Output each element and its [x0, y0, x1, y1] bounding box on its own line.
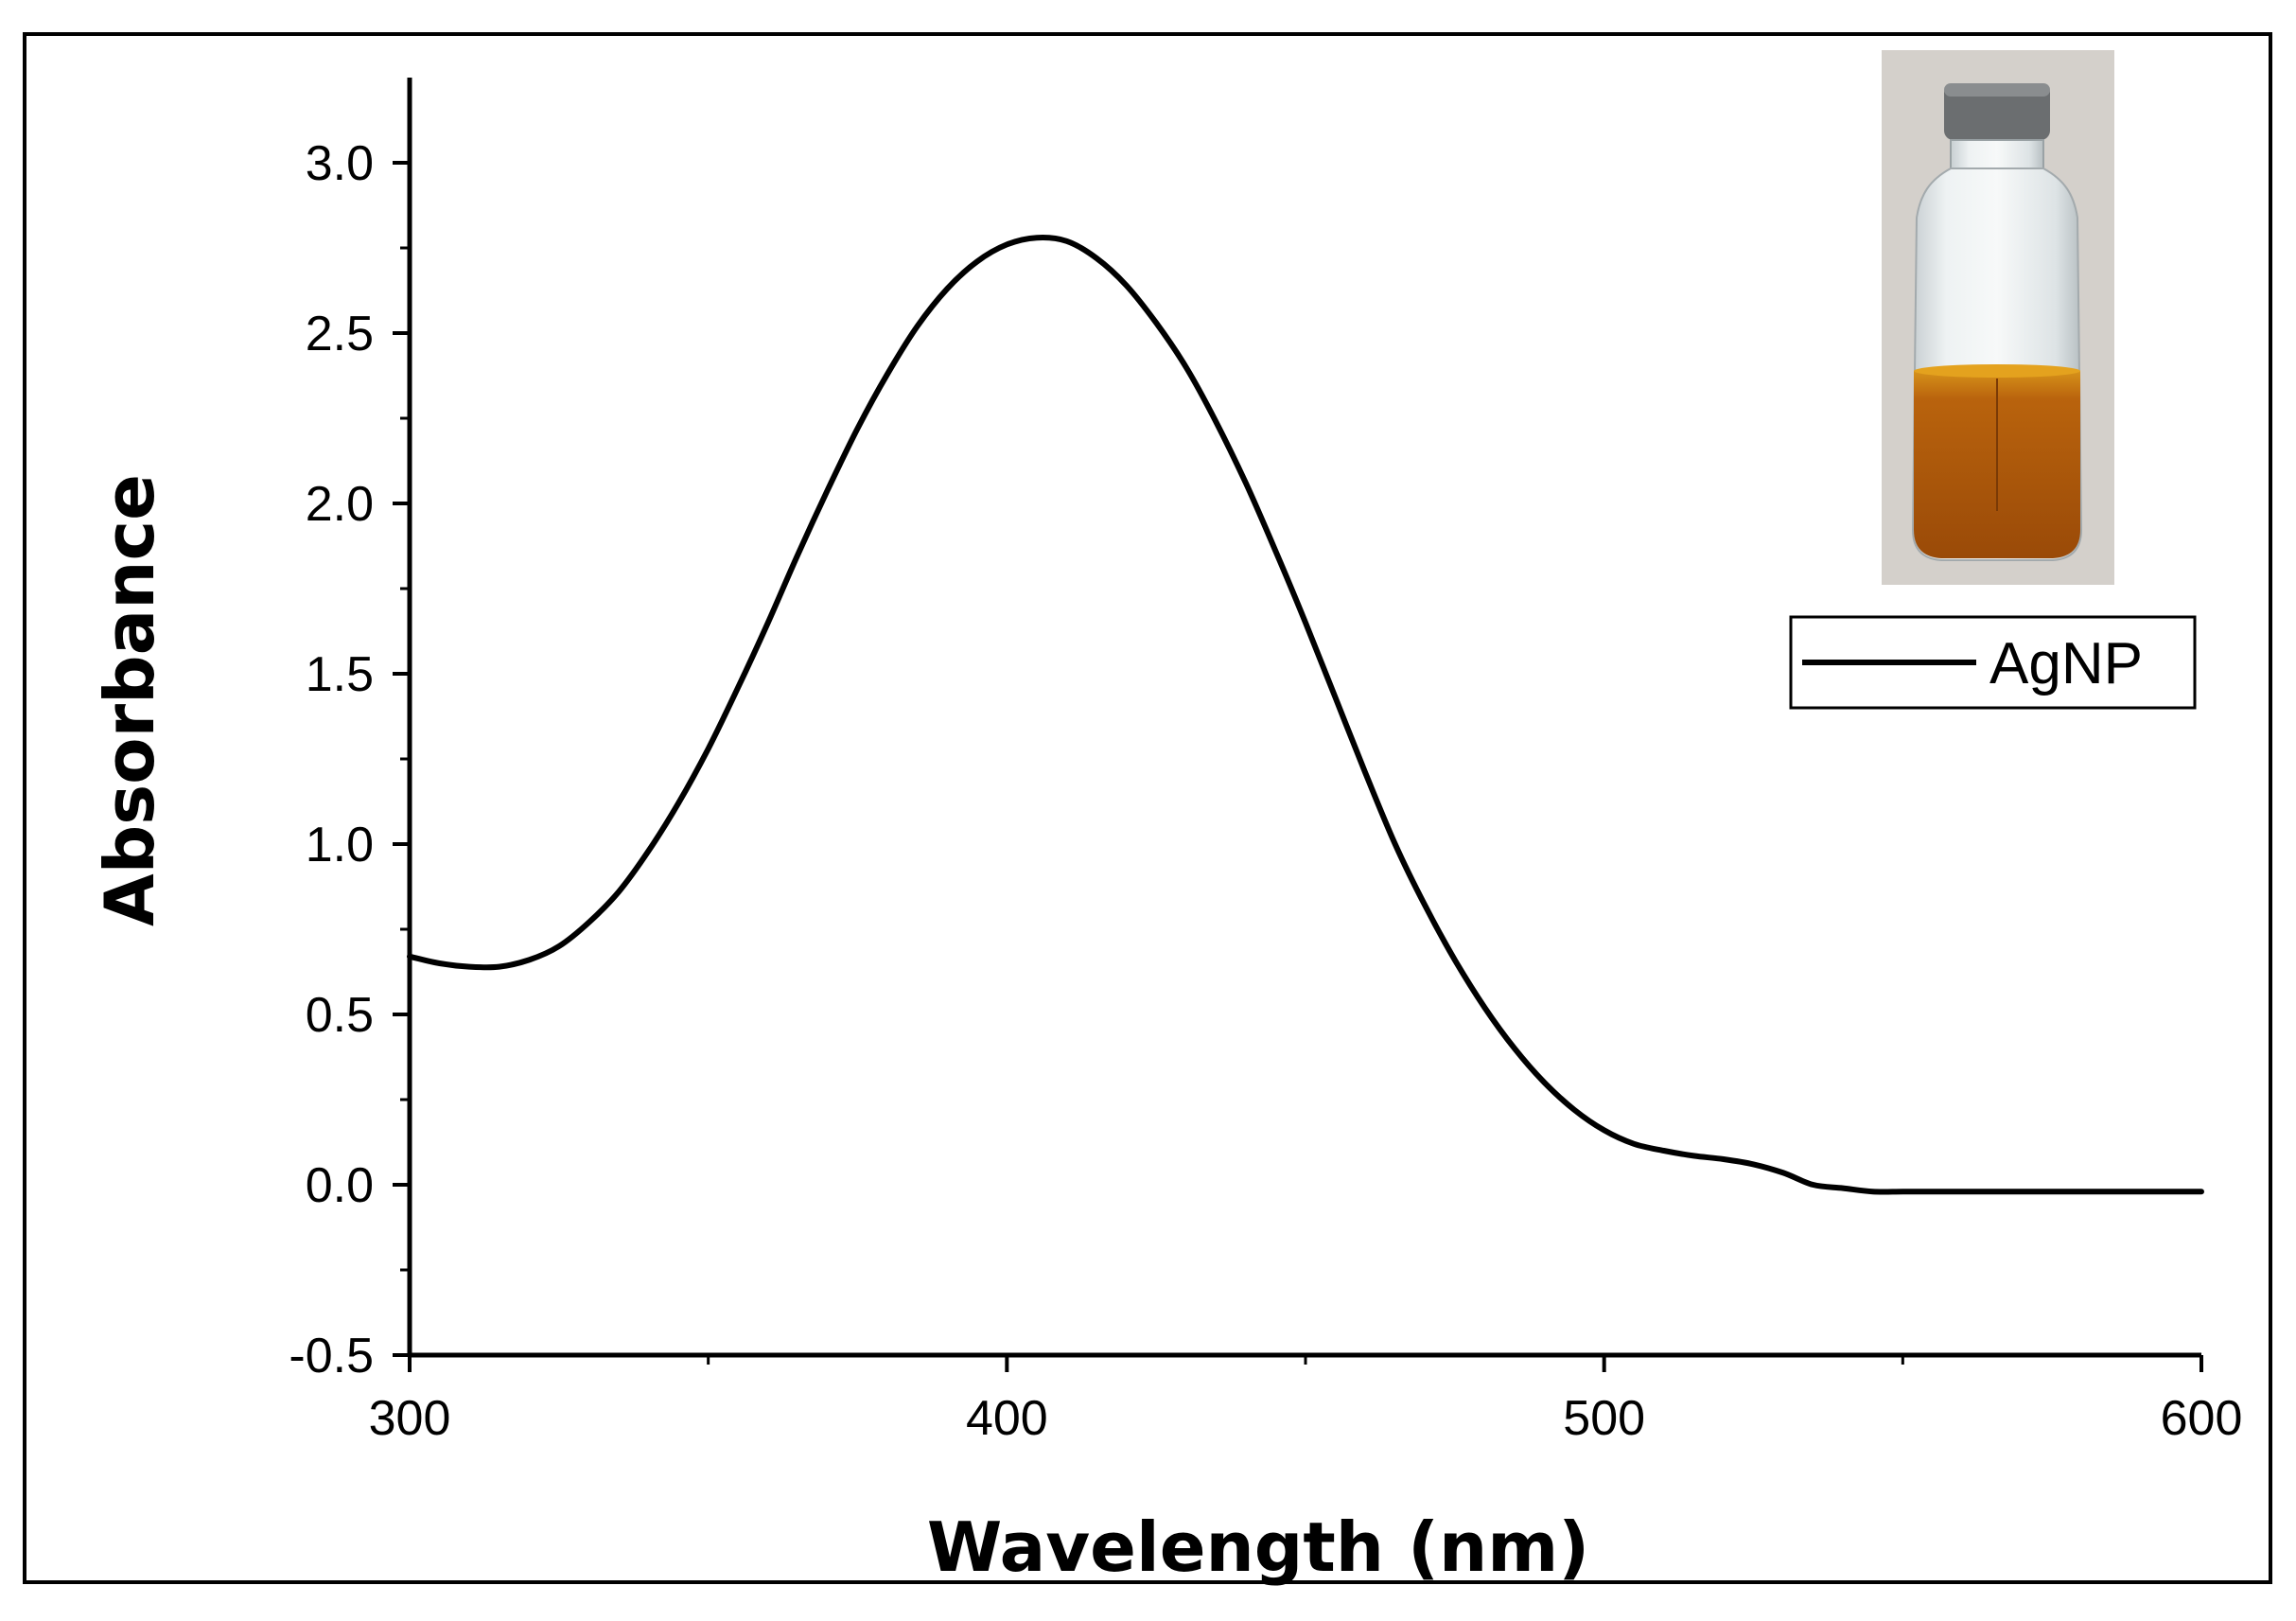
x-tick-label: 300 [369, 1391, 451, 1446]
y-tick-label: 0.5 [306, 988, 374, 1043]
y-tick-label: 0.0 [306, 1158, 374, 1213]
x-ticks: 300 400 500 600 [369, 1355, 2243, 1446]
vial-photo-inset [1882, 50, 2114, 585]
x-tick-label: 500 [1563, 1391, 1645, 1446]
vial-cap [1944, 83, 2050, 140]
legend-label-agnp: AgNP [1989, 631, 2143, 696]
y-axis-title: Absorbance [90, 474, 169, 926]
y-tick-label: 2.5 [306, 307, 374, 361]
y-tick-label: 3.0 [306, 136, 374, 191]
y-tick-label: -0.5 [289, 1329, 374, 1383]
agnp-series-line [407, 235, 2204, 1195]
x-axis-title: Wavelength (nm) [927, 1507, 1589, 1587]
legend: AgNP [1789, 615, 2197, 710]
y-tick-label: 2.0 [306, 477, 374, 532]
y-tick-label: 1.0 [306, 818, 374, 872]
x-tick-label: 400 [966, 1391, 1048, 1446]
x-tick-label: 600 [2161, 1391, 2243, 1446]
figure-frame [23, 32, 2272, 1584]
y-tick-label: 1.5 [306, 647, 374, 702]
y-ticks: -0.5 0.0 0.5 1.0 1.5 2.0 2.5 3.0 [289, 136, 410, 1383]
